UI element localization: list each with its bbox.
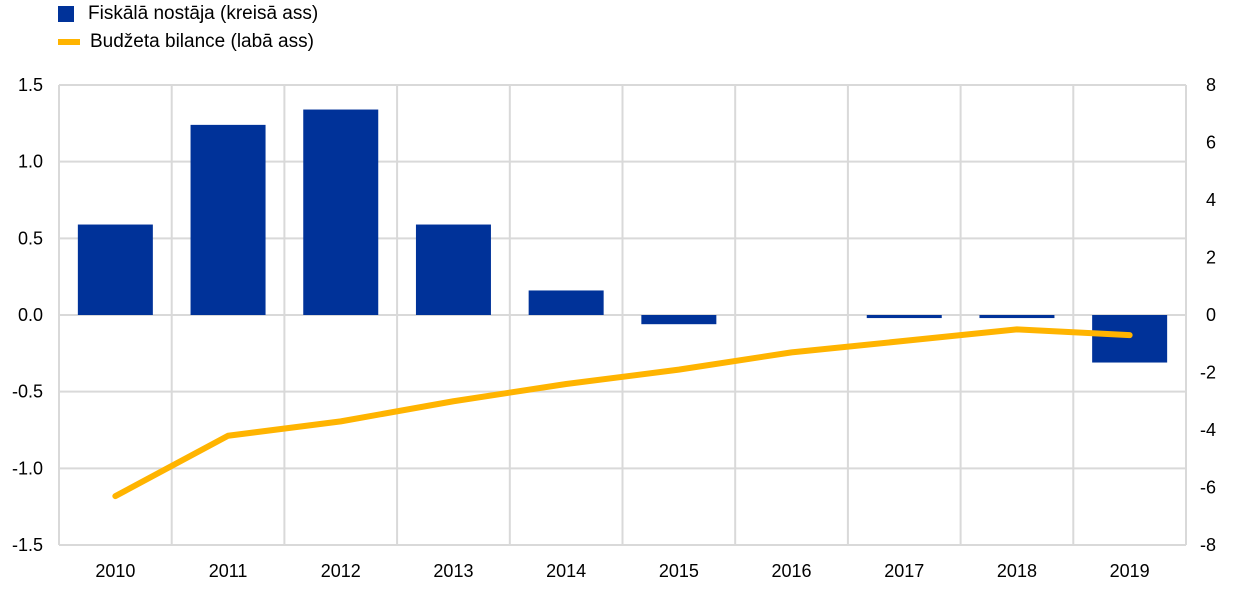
x-tick-label: 2011 — [209, 561, 248, 581]
line-series — [112, 326, 1133, 500]
bar-2014 — [528, 290, 604, 315]
bar-2010 — [77, 224, 153, 315]
x-tick-label: 2017 — [884, 561, 924, 581]
y-left-tick-label: -1.5 — [12, 535, 43, 555]
legend-item-bar: Fiskālā nostāja (kreisā ass) — [58, 0, 318, 28]
y-right-tick-label: 4 — [1206, 190, 1216, 210]
legend-label-line: Budžeta bilance (labā ass) — [90, 31, 314, 52]
y-left-tick-label: 0.5 — [18, 228, 43, 248]
bar-2018 — [979, 315, 1055, 319]
x-tick-label: 2014 — [546, 561, 586, 581]
y-left-tick-label: 1.0 — [18, 152, 43, 172]
bar-2015 — [641, 315, 717, 325]
x-tick-label: 2019 — [1110, 561, 1150, 581]
x-tick-label: 2013 — [433, 561, 473, 581]
legend-item-line: Budžeta bilance (labā ass) — [58, 28, 318, 56]
bar-2012 — [303, 109, 379, 316]
y-right-tick-label: -6 — [1200, 478, 1216, 498]
x-tick-label: 2016 — [772, 561, 812, 581]
y-right-tick-label: -2 — [1200, 363, 1216, 383]
y-right-tick-label: 2 — [1206, 248, 1216, 268]
y-left-tick-label: -0.5 — [12, 382, 43, 402]
x-tick-label: 2012 — [321, 561, 361, 581]
bar-2013 — [415, 224, 491, 315]
y-right-tick-label: 6 — [1206, 133, 1216, 153]
y-right-tick-label: 8 — [1206, 75, 1216, 95]
y-right-tick-label: -4 — [1200, 420, 1216, 440]
x-tick-label: 2015 — [659, 561, 699, 581]
x-tick-label: 2010 — [95, 561, 135, 581]
legend-label-bar: Fiskālā nostāja (kreisā ass) — [88, 3, 319, 24]
bar-2017 — [866, 315, 942, 319]
legend-swatch-line — [58, 39, 80, 45]
legend: Fiskālā nostāja (kreisā ass) Budžeta bil… — [58, 0, 318, 56]
bar-2011 — [190, 124, 266, 315]
bar-2019 — [1092, 315, 1168, 363]
legend-swatch-bar — [58, 6, 74, 22]
y-right-tick-label: -8 — [1200, 535, 1216, 555]
y-right-tick-label: 0 — [1206, 305, 1216, 325]
y-left-tick-label: 0.0 — [18, 305, 43, 325]
y-left-tick-label: 1.5 — [18, 75, 43, 95]
y-left-tick-label: -1.0 — [12, 458, 43, 478]
x-tick-label: 2018 — [997, 561, 1037, 581]
